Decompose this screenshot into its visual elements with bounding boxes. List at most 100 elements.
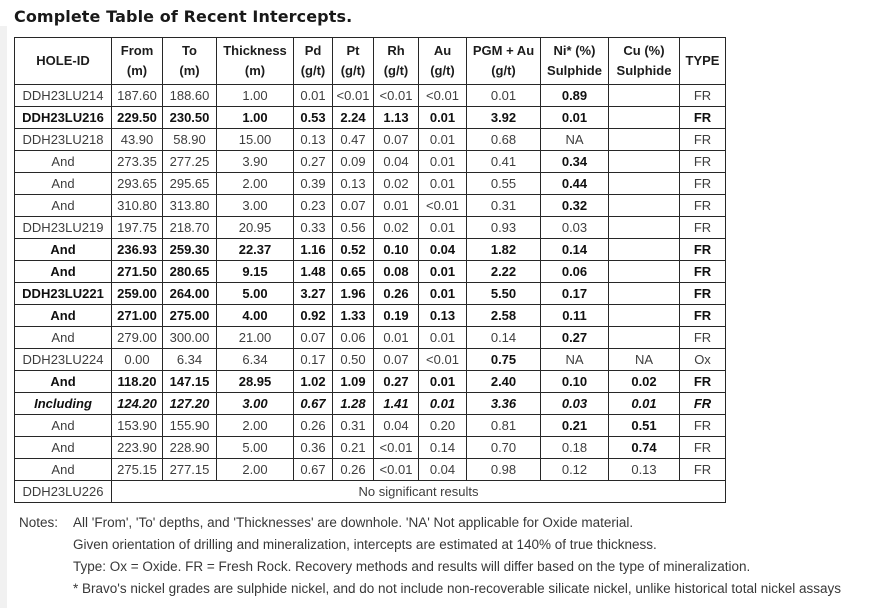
table-cell: 0.27 bbox=[293, 150, 333, 173]
cell-hole-id: DDH23LU214 bbox=[14, 84, 112, 107]
table-cell: 0.20 bbox=[418, 414, 467, 437]
table-cell: 0.07 bbox=[373, 128, 419, 151]
table-cell: 0.31 bbox=[466, 194, 541, 217]
table-cell: 0.02 bbox=[373, 172, 419, 195]
table-cell: 0.13 bbox=[608, 458, 680, 481]
table-cell: 43.90 bbox=[111, 128, 163, 151]
table-cell: FR bbox=[679, 84, 726, 107]
table-cell: 0.11 bbox=[540, 304, 609, 327]
table-cell: 0.01 bbox=[418, 326, 467, 349]
table-cell: FR bbox=[679, 326, 726, 349]
table-cell: 1.82 bbox=[466, 238, 541, 261]
table-cell: FR bbox=[679, 436, 726, 459]
table-cell: 0.21 bbox=[540, 414, 609, 437]
table-cell: 0.01 bbox=[418, 150, 467, 173]
table-cell: 0.01 bbox=[418, 128, 467, 151]
table-cell: 0.98 bbox=[466, 458, 541, 481]
cell-hole-id: DDH23LU218 bbox=[14, 128, 112, 151]
cell-hole-id: DDH23LU216 bbox=[14, 106, 112, 129]
table-cell: 0.01 bbox=[540, 106, 609, 129]
table-cell: 0.13 bbox=[293, 128, 333, 151]
table-cell: 1.16 bbox=[293, 238, 333, 261]
table-cell: 280.65 bbox=[162, 260, 217, 283]
table-cell: 0.04 bbox=[373, 414, 419, 437]
table-cell: FR bbox=[679, 304, 726, 327]
table-cell: 15.00 bbox=[216, 128, 294, 151]
table-cell: 197.75 bbox=[111, 216, 163, 239]
table-row: And 275.15 277.15 2.00 0.67 0.26 <0.01 0.04 0.98… bbox=[14, 458, 726, 481]
table-cell: 9.15 bbox=[216, 260, 294, 283]
table-cell: 1.02 bbox=[293, 370, 333, 393]
table-cell: 0.74 bbox=[608, 436, 680, 459]
table-cell: 293.65 bbox=[111, 172, 163, 195]
cell-hole-id: And bbox=[14, 150, 112, 173]
table-cell: 0.23 bbox=[293, 194, 333, 217]
table-cell: <0.01 bbox=[373, 436, 419, 459]
table-cell: 1.41 bbox=[373, 392, 419, 415]
table-cell: 0.01 bbox=[418, 282, 467, 305]
col-header-type: TYPE bbox=[679, 37, 726, 85]
table-cell: 0.93 bbox=[466, 216, 541, 239]
table-cell: 0.00 bbox=[111, 348, 163, 371]
table-cell: 0.92 bbox=[293, 304, 333, 327]
table-cell bbox=[608, 238, 680, 261]
cell-hole-id: And bbox=[14, 304, 112, 327]
table-cell bbox=[608, 128, 680, 151]
table-cell: 279.00 bbox=[111, 326, 163, 349]
table-cell bbox=[608, 282, 680, 305]
table-row: And 153.90 155.90 2.00 0.26 0.31 0.04 0.20 0.81 0… bbox=[14, 414, 726, 437]
cell-hole-id: And bbox=[14, 436, 112, 459]
col-header-rh: Rh (g/t) bbox=[373, 37, 419, 85]
table-cell: 22.37 bbox=[216, 238, 294, 261]
table-cell: 0.26 bbox=[373, 282, 419, 305]
cell-hole-id: And bbox=[14, 326, 112, 349]
table-cell: 0.31 bbox=[332, 414, 374, 437]
table-cell: 3.00 bbox=[216, 194, 294, 217]
table-cell: 0.10 bbox=[373, 238, 419, 261]
table-cell: 0.13 bbox=[332, 172, 374, 195]
cell-hole-id: And bbox=[14, 194, 112, 217]
table-cell: 0.07 bbox=[332, 194, 374, 217]
table-cell: 0.67 bbox=[293, 392, 333, 415]
table-cell: FR bbox=[679, 194, 726, 217]
table-cell: 277.15 bbox=[162, 458, 217, 481]
table-cell: 259.00 bbox=[111, 282, 163, 305]
table-cell: 1.48 bbox=[293, 260, 333, 283]
table-cell: 4.00 bbox=[216, 304, 294, 327]
table-cell: 271.00 bbox=[111, 304, 163, 327]
cell-hole-id: DDH23LU226 bbox=[14, 480, 112, 503]
table-cell: 124.20 bbox=[111, 392, 163, 415]
table-cell: 1.13 bbox=[373, 106, 419, 129]
table-cell: 0.39 bbox=[293, 172, 333, 195]
table-cell: 236.93 bbox=[111, 238, 163, 261]
table-cell: 188.60 bbox=[162, 84, 217, 107]
table-cell: 0.27 bbox=[540, 326, 609, 349]
table-cell: 0.55 bbox=[466, 172, 541, 195]
table-cell: 3.90 bbox=[216, 150, 294, 173]
table-cell: 6.34 bbox=[162, 348, 217, 371]
table-cell: 0.02 bbox=[608, 370, 680, 393]
note-line: Notes: All 'From', 'To' depths, and 'Thi… bbox=[19, 512, 841, 534]
table-cell: 0.56 bbox=[332, 216, 374, 239]
table-cell: FR bbox=[679, 414, 726, 437]
table-cell: 0.13 bbox=[418, 304, 467, 327]
table-row: Including 124.20 127.20 3.00 0.67 1.28 1.41 0.0… bbox=[14, 392, 726, 415]
table-cell: 0.04 bbox=[418, 238, 467, 261]
table-cell: 0.52 bbox=[332, 238, 374, 261]
table-cell: 228.90 bbox=[162, 436, 217, 459]
table-cell: <0.01 bbox=[418, 84, 467, 107]
col-header-thickness: Thickness (m) bbox=[216, 37, 294, 85]
table-cell: FR bbox=[679, 128, 726, 151]
table-cell: 277.25 bbox=[162, 150, 217, 173]
table-cell: 0.14 bbox=[466, 326, 541, 349]
table-cell: 0.01 bbox=[418, 172, 467, 195]
table-cell: 155.90 bbox=[162, 414, 217, 437]
table-cell: 0.50 bbox=[332, 348, 374, 371]
table-cell: 0.01 bbox=[418, 106, 467, 129]
table-cell: FR bbox=[679, 150, 726, 173]
cell-hole-id: And bbox=[14, 260, 112, 283]
table-cell: 2.00 bbox=[216, 458, 294, 481]
table-cell: 1.00 bbox=[216, 84, 294, 107]
table-cell: NA bbox=[608, 348, 680, 371]
table-cell: 0.01 bbox=[373, 194, 419, 217]
